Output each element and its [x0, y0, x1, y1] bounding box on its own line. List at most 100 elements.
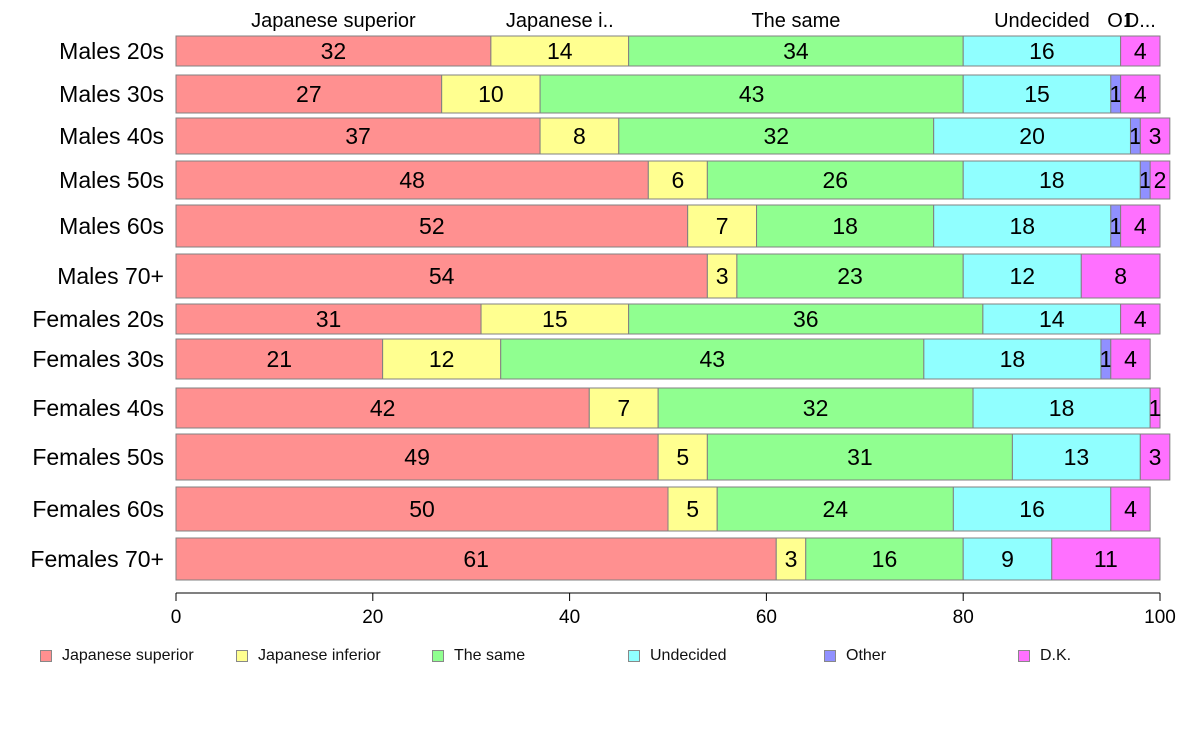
bar-females-20s-japanese-superior	[175, 303, 482, 335]
category-label-males-60s: Males 60s	[59, 213, 164, 239]
bar-females-40s-japanese-inferior	[588, 387, 659, 429]
bar-males-50s-the-same	[706, 160, 964, 200]
category-label-males-50s: Males 50s	[59, 167, 164, 193]
x-tick-label-20: 20	[362, 607, 383, 628]
bar-males-30s-d-k	[1120, 74, 1161, 114]
bar-females-30s-japanese-inferior	[382, 338, 502, 380]
bar-females-20s-the-same	[628, 303, 984, 335]
category-label-females-70: Females 70+	[30, 546, 164, 572]
bar-females-30s-japanese-superior	[175, 338, 384, 380]
data-label-females-50s-japanese-superior: 49	[404, 444, 430, 470]
data-label-females-40s-d-k: 1	[1149, 395, 1162, 421]
bar-males-40s-undecided	[933, 117, 1131, 155]
top-label-undecided: Undecided	[994, 10, 1090, 32]
data-label-females-60s-undecided: 16	[1019, 496, 1045, 522]
bar-males-60s-the-same	[756, 204, 935, 248]
data-label-males-40s-undecided: 20	[1019, 123, 1045, 149]
category-label-females-20s: Females 20s	[32, 306, 164, 332]
data-label-males-50s-d-k: 2	[1154, 167, 1167, 193]
legend-label-undecided: Undecided	[650, 647, 727, 664]
data-label-males-50s-japanese-inferior: 6	[671, 167, 684, 193]
bar-females-40s-the-same	[657, 387, 974, 429]
bar-males-20s-japanese-inferior	[490, 35, 630, 67]
bar-females-70-d-k	[1051, 537, 1161, 581]
legend-item-undecided: Undecided	[628, 645, 727, 667]
data-label-males-20s-japanese-superior: 32	[321, 38, 347, 64]
top-label-japanese-inferior: Japanese i..	[506, 10, 614, 32]
bar-females-40s-d-k	[1149, 387, 1161, 429]
bar-males-70-undecided	[962, 253, 1082, 299]
bar-females-70-the-same	[805, 537, 964, 581]
data-label-females-60s-d-k: 4	[1124, 496, 1137, 522]
category-label-females-40s: Females 40s	[32, 395, 164, 421]
data-label-females-30s-japanese-superior: 21	[267, 346, 293, 372]
data-label-males-70-d-k: 8	[1114, 263, 1127, 289]
bar-females-70-japanese-superior	[175, 537, 777, 581]
data-label-females-70-japanese-superior: 61	[463, 546, 489, 572]
x-tick-label-0: 0	[171, 607, 182, 628]
category-label-males-30s: Males 30s	[59, 81, 164, 107]
legend-item-japanese-superior: Japanese superior	[40, 645, 194, 667]
x-tick-label-80: 80	[953, 607, 974, 628]
category-label-males-70: Males 70+	[57, 263, 164, 289]
bar-males-50s-japanese-inferior	[647, 160, 708, 200]
data-label-females-50s-d-k: 3	[1149, 444, 1162, 470]
legend-swatch-japanese-inferior	[236, 650, 248, 662]
bar-males-70-d-k	[1080, 253, 1161, 299]
data-label-females-40s-japanese-inferior: 7	[617, 395, 630, 421]
legend-label-d-k: D.K.	[1040, 647, 1072, 664]
x-tick-label-60: 60	[756, 607, 777, 628]
data-label-females-60s-japanese-superior: 50	[409, 496, 435, 522]
data-label-males-70-japanese-inferior: 3	[716, 263, 729, 289]
bar-females-50s-japanese-superior	[175, 433, 659, 481]
bar-males-50s-undecided	[962, 160, 1141, 200]
data-label-males-30s-other: 1	[1109, 81, 1122, 107]
bar-males-60s-d-k	[1120, 204, 1161, 248]
bar-males-30s-undecided	[962, 74, 1112, 114]
data-label-females-30s-undecided: 18	[1000, 346, 1026, 372]
data-label-females-50s-japanese-inferior: 5	[676, 444, 689, 470]
bar-females-40s-japanese-superior	[175, 387, 590, 429]
bar-males-20s-d-k	[1120, 35, 1161, 67]
data-label-males-60s-d-k: 4	[1134, 213, 1147, 239]
category-label-females-30s: Females 30s	[32, 346, 164, 372]
data-label-males-20s-the-same: 34	[783, 38, 809, 64]
data-label-males-60s-other: 1	[1109, 213, 1122, 239]
data-label-males-60s-japanese-inferior: 7	[716, 213, 729, 239]
bar-females-70-undecided	[962, 537, 1053, 581]
bar-females-50s-undecided	[1011, 433, 1141, 481]
data-label-males-50s-the-same: 26	[822, 167, 848, 193]
top-label-japanese-superior: Japanese superior	[251, 10, 416, 32]
data-label-females-70-d-k: 11	[1094, 546, 1118, 572]
legend-swatch-undecided	[628, 650, 640, 662]
bar-males-40s-the-same	[618, 117, 935, 155]
data-label-females-20s-undecided: 14	[1039, 306, 1065, 332]
bar-males-20s-japanese-superior	[175, 35, 492, 67]
data-label-females-20s-japanese-inferior: 15	[542, 306, 568, 332]
category-label-females-60s: Females 60s	[32, 496, 164, 522]
data-label-males-40s-other: 1	[1129, 123, 1142, 149]
bar-females-60s-the-same	[716, 486, 954, 532]
category-label-males-20s: Males 20s	[59, 38, 164, 64]
bar-females-60s-japanese-inferior	[667, 486, 718, 532]
data-label-females-60s-the-same: 24	[822, 496, 848, 522]
chart-legend: Japanese superior Japanese inferior The sa…	[0, 645, 1188, 669]
bar-females-20s-japanese-inferior	[480, 303, 630, 335]
data-label-females-50s-undecided: 13	[1064, 444, 1090, 470]
legend-item-japanese-inferior: Japanese inferior	[236, 645, 381, 667]
data-label-females-40s-japanese-superior: 42	[370, 395, 396, 421]
top-label-d-k: D...	[1125, 10, 1156, 32]
bar-males-30s-the-same	[539, 74, 964, 114]
data-label-males-60s-undecided: 18	[1009, 213, 1035, 239]
legend-item-the-same: The same	[432, 645, 525, 667]
data-label-females-20s-the-same: 36	[793, 306, 819, 332]
bar-males-40s-d-k	[1139, 117, 1171, 155]
bar-females-70-japanese-inferior	[775, 537, 807, 581]
legend-swatch-japanese-superior	[40, 650, 52, 662]
legend-item-d-k: D.K.	[1018, 645, 1071, 667]
legend-swatch-other	[824, 650, 836, 662]
data-label-females-30s-japanese-inferior: 12	[429, 346, 455, 372]
data-label-males-60s-japanese-superior: 52	[419, 213, 445, 239]
data-label-males-30s-japanese-inferior: 10	[478, 81, 504, 107]
